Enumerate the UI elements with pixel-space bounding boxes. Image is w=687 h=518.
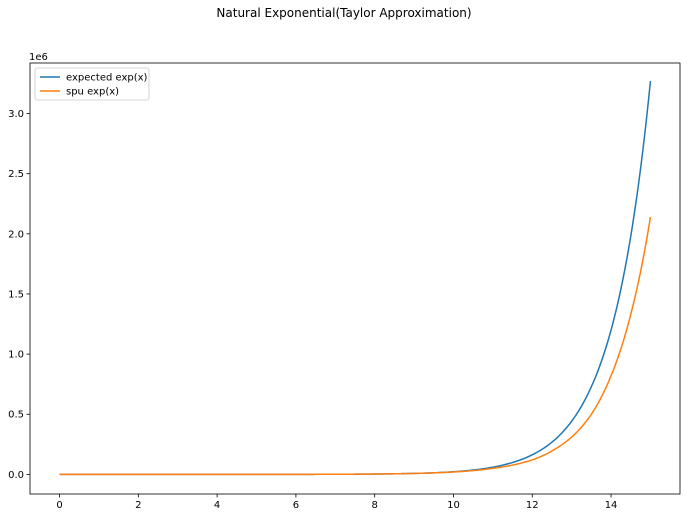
y-tick-label: 2.0 bbox=[8, 229, 24, 240]
axes-frame bbox=[29, 62, 681, 495]
legend-label: expected exp(x) bbox=[66, 73, 148, 84]
x-tick-label: 2 bbox=[135, 500, 141, 511]
y-tick-label: 1.0 bbox=[8, 350, 24, 361]
x-tick-label: 6 bbox=[293, 500, 299, 511]
legend: expected exp(x) spu exp(x) bbox=[34, 67, 150, 101]
x-tick-label: 4 bbox=[214, 500, 220, 511]
y-tick-label: 1.5 bbox=[8, 289, 24, 300]
y-axis: 0.0 0.5 1.0 1.5 2.0 2.5 3.0 bbox=[8, 109, 30, 481]
x-tick-label: 14 bbox=[605, 500, 618, 511]
y-tick-label: 2.5 bbox=[8, 169, 24, 180]
x-tick-label: 8 bbox=[372, 500, 378, 511]
x-tick-label: 0 bbox=[56, 500, 62, 511]
y-offset-label: 1e6 bbox=[29, 52, 48, 63]
chart-title: Natural Exponential(Taylor Approximation… bbox=[216, 6, 471, 20]
x-axis: 0 2 4 6 8 10 12 14 bbox=[56, 494, 617, 511]
y-tick-label: 3.0 bbox=[8, 109, 24, 120]
x-tick-label: 10 bbox=[447, 500, 460, 511]
y-tick-label: 0.0 bbox=[8, 470, 24, 481]
y-tick-label: 0.5 bbox=[8, 410, 24, 421]
legend-box bbox=[34, 67, 150, 101]
series-layer bbox=[59, 80, 652, 476]
series-line-2 bbox=[59, 216, 652, 476]
legend-label: spu exp(x) bbox=[66, 87, 119, 98]
x-tick-label: 12 bbox=[526, 500, 539, 511]
